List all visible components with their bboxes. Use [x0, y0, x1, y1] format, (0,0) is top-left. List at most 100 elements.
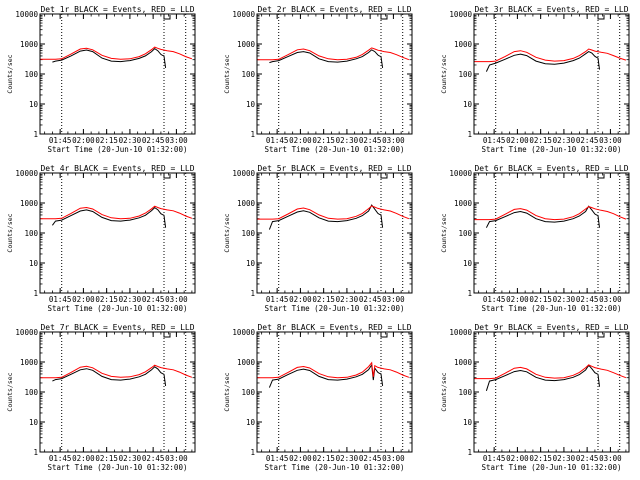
events-series-line — [268, 363, 384, 388]
panel-title: Det 5r BLACK = Events, RED = LLD — [257, 164, 411, 173]
y-tick-label: 10000 — [15, 328, 38, 337]
detector-panel: Det 6r BLACK = Events, RED = LLD 1 10 100 10… — [440, 164, 630, 313]
x-tick-label: 02:30 — [553, 295, 576, 304]
lld-series-line — [474, 48, 627, 63]
detector-panel: Det 8r BLACK = Events, RED = LLD 1 10 100 10… — [223, 323, 413, 472]
y-tick-label: 10 — [246, 418, 256, 427]
lld-series-line — [40, 205, 193, 220]
y-tick-label: 1 — [467, 289, 472, 298]
y-tick-label: 1 — [33, 289, 38, 298]
x-tick-label: 02:30 — [336, 136, 359, 145]
x-tick-label: 03:00 — [165, 295, 188, 304]
interval-bracket — [380, 333, 388, 338]
y-axis-label: Counts/sec — [223, 372, 231, 411]
detector-panel: Det 9r BLACK = Events, RED = LLD 1 10 100 10… — [440, 323, 630, 472]
y-axis-label: Counts/sec — [440, 54, 448, 93]
y-tick-label: 10 — [29, 418, 39, 427]
x-tick-label: 02:00 — [506, 136, 529, 145]
x-tick-label: 02:30 — [336, 295, 359, 304]
detector-panel: Det 5r BLACK = Events, RED = LLD 1 10 100 10… — [223, 164, 413, 313]
y-tick-label: 10000 — [15, 169, 38, 178]
y-axis-label: Counts/sec — [6, 54, 14, 93]
y-tick-label: 10000 — [232, 328, 255, 337]
x-tick-label: 02:45 — [142, 454, 165, 463]
x-tick-label: 03:00 — [382, 136, 405, 145]
y-axis-label: Counts/sec — [440, 372, 448, 411]
x-tick-label: 01:45 — [483, 454, 506, 463]
plot-frame — [39, 331, 196, 453]
y-tick-label: 1000 — [237, 40, 256, 49]
x-tick-label: 03:00 — [599, 454, 622, 463]
y-tick-label: 10000 — [449, 328, 472, 337]
plot-frame — [39, 172, 196, 294]
y-tick-label: 10000 — [449, 169, 472, 178]
x-tick-label: 02:15 — [95, 454, 118, 463]
y-tick-label: 1 — [250, 448, 255, 457]
lld-series-line — [474, 364, 627, 380]
lld-series-line — [257, 205, 410, 220]
events-series-line — [52, 366, 167, 386]
x-tick-label: 02:30 — [119, 295, 142, 304]
x-tick-label: 02:15 — [95, 136, 118, 145]
y-tick-label: 1 — [33, 130, 38, 139]
y-tick-label: 10 — [29, 259, 39, 268]
y-tick-label: 10000 — [232, 169, 255, 178]
y-tick-label: 10000 — [449, 10, 472, 19]
detector-panel: Det 1r BLACK = Events, RED = LLD 1 10 100 10… — [6, 5, 196, 154]
panel-title: Det 6r BLACK = Events, RED = LLD — [474, 164, 628, 173]
y-tick-label: 10 — [246, 100, 256, 109]
x-tick-label: 02:45 — [142, 136, 165, 145]
x-tick-label: 01:45 — [483, 295, 506, 304]
x-tick-label: 03:00 — [165, 136, 188, 145]
y-tick-label: 1 — [467, 448, 472, 457]
panel-title: Det 2r BLACK = Events, RED = LLD — [257, 5, 411, 14]
x-axis-label: Start Time (20-Jun-10 01:32:00) — [265, 463, 405, 472]
x-axis-label: Start Time (20-Jun-10 01:32:00) — [482, 145, 622, 154]
y-tick-label: 10 — [463, 418, 473, 427]
panel-title: Det 1r BLACK = Events, RED = LLD — [40, 5, 194, 14]
events-series-line — [52, 47, 167, 68]
lld-series-line — [257, 47, 410, 61]
x-tick-label: 02:45 — [576, 295, 599, 304]
events-series-line — [51, 206, 167, 228]
x-tick-label: 02:45 — [142, 295, 165, 304]
x-tick-label: 02:15 — [312, 454, 335, 463]
x-tick-label: 02:30 — [336, 454, 359, 463]
y-axis-label: Counts/sec — [6, 372, 14, 411]
x-tick-label: 02:45 — [576, 454, 599, 463]
x-axis-label: Start Time (20-Jun-10 01:32:00) — [48, 145, 188, 154]
interval-bracket — [380, 174, 388, 179]
interval-bracket — [380, 15, 388, 20]
x-tick-label: 02:15 — [529, 454, 552, 463]
y-tick-label: 1000 — [237, 358, 256, 367]
y-tick-label: 10 — [246, 259, 256, 268]
y-tick-label: 10 — [463, 259, 473, 268]
x-axis-label: Start Time (20-Jun-10 01:32:00) — [265, 145, 405, 154]
events-series-line — [269, 49, 384, 68]
x-axis-label: Start Time (20-Jun-10 01:32:00) — [48, 463, 188, 472]
y-tick-label: 100 — [458, 229, 472, 238]
x-tick-label: 01:45 — [49, 454, 72, 463]
x-tick-label: 01:45 — [266, 454, 289, 463]
x-tick-label: 02:15 — [529, 136, 552, 145]
panel-title: Det 4r BLACK = Events, RED = LLD — [40, 164, 194, 173]
x-tick-label: 02:45 — [359, 454, 382, 463]
panel-title: Det 7r BLACK = Events, RED = LLD — [40, 323, 194, 332]
plot-frame — [473, 13, 630, 135]
y-tick-label: 100 — [24, 229, 38, 238]
y-tick-label: 10 — [463, 100, 473, 109]
plot-frame — [473, 331, 630, 453]
x-tick-label: 02:00 — [72, 136, 95, 145]
interval-bracket — [163, 15, 171, 20]
lld-series-line — [40, 46, 193, 60]
x-tick-label: 02:15 — [95, 295, 118, 304]
panel-title: Det 8r BLACK = Events, RED = LLD — [257, 323, 411, 332]
x-tick-label: 03:00 — [382, 295, 405, 304]
y-tick-label: 100 — [24, 70, 38, 79]
interval-bracket — [597, 333, 605, 338]
x-tick-label: 02:15 — [312, 136, 335, 145]
x-tick-label: 01:45 — [266, 295, 289, 304]
x-tick-label: 03:00 — [165, 454, 188, 463]
x-tick-label: 02:45 — [359, 295, 382, 304]
x-tick-label: 02:00 — [72, 295, 95, 304]
